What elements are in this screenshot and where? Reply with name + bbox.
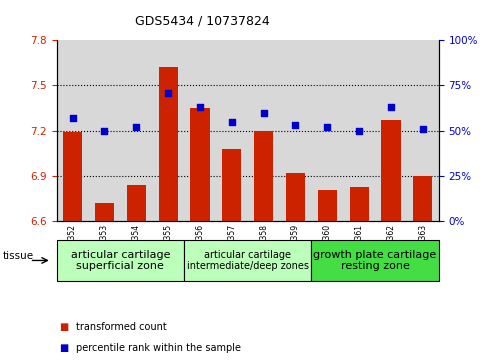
Point — [69, 115, 76, 121]
Bar — [375, 40, 407, 221]
Text: percentile rank within the sample: percentile rank within the sample — [76, 343, 242, 354]
Bar — [57, 40, 89, 221]
Point — [196, 104, 204, 110]
Bar — [312, 40, 343, 221]
Bar — [159, 67, 177, 221]
Text: ■: ■ — [60, 343, 69, 354]
Point — [419, 126, 427, 132]
Bar — [95, 203, 114, 221]
Bar — [382, 120, 400, 221]
Text: GDS5434 / 10737824: GDS5434 / 10737824 — [135, 15, 269, 28]
Bar — [184, 40, 216, 221]
Bar — [413, 176, 432, 221]
Point — [260, 110, 268, 115]
Text: growth plate cartilage
resting zone: growth plate cartilage resting zone — [314, 250, 437, 271]
Bar — [318, 189, 337, 221]
Bar — [222, 149, 242, 221]
Bar — [254, 131, 273, 221]
Text: tissue: tissue — [2, 251, 34, 261]
Bar — [247, 40, 280, 221]
Bar — [152, 40, 184, 221]
Point — [101, 128, 108, 134]
Point — [355, 128, 363, 134]
Point — [228, 119, 236, 125]
Bar — [120, 40, 152, 221]
Bar — [89, 40, 120, 221]
Bar — [350, 187, 369, 221]
Bar — [280, 40, 312, 221]
Bar — [190, 108, 210, 221]
Bar — [63, 132, 82, 221]
Text: transformed count: transformed count — [76, 322, 167, 332]
Bar — [216, 40, 247, 221]
Point — [164, 90, 172, 95]
Text: articular cartilage
superficial zone: articular cartilage superficial zone — [70, 250, 170, 271]
Bar — [127, 185, 146, 221]
Bar — [343, 40, 375, 221]
Point — [387, 104, 395, 110]
Point — [291, 122, 299, 128]
Text: articular cartilage
intermediate/deep zones: articular cartilage intermediate/deep zo… — [187, 250, 309, 271]
Point — [323, 124, 331, 130]
Bar — [286, 173, 305, 221]
Text: ■: ■ — [60, 322, 69, 332]
Point — [132, 124, 140, 130]
Bar — [407, 40, 439, 221]
